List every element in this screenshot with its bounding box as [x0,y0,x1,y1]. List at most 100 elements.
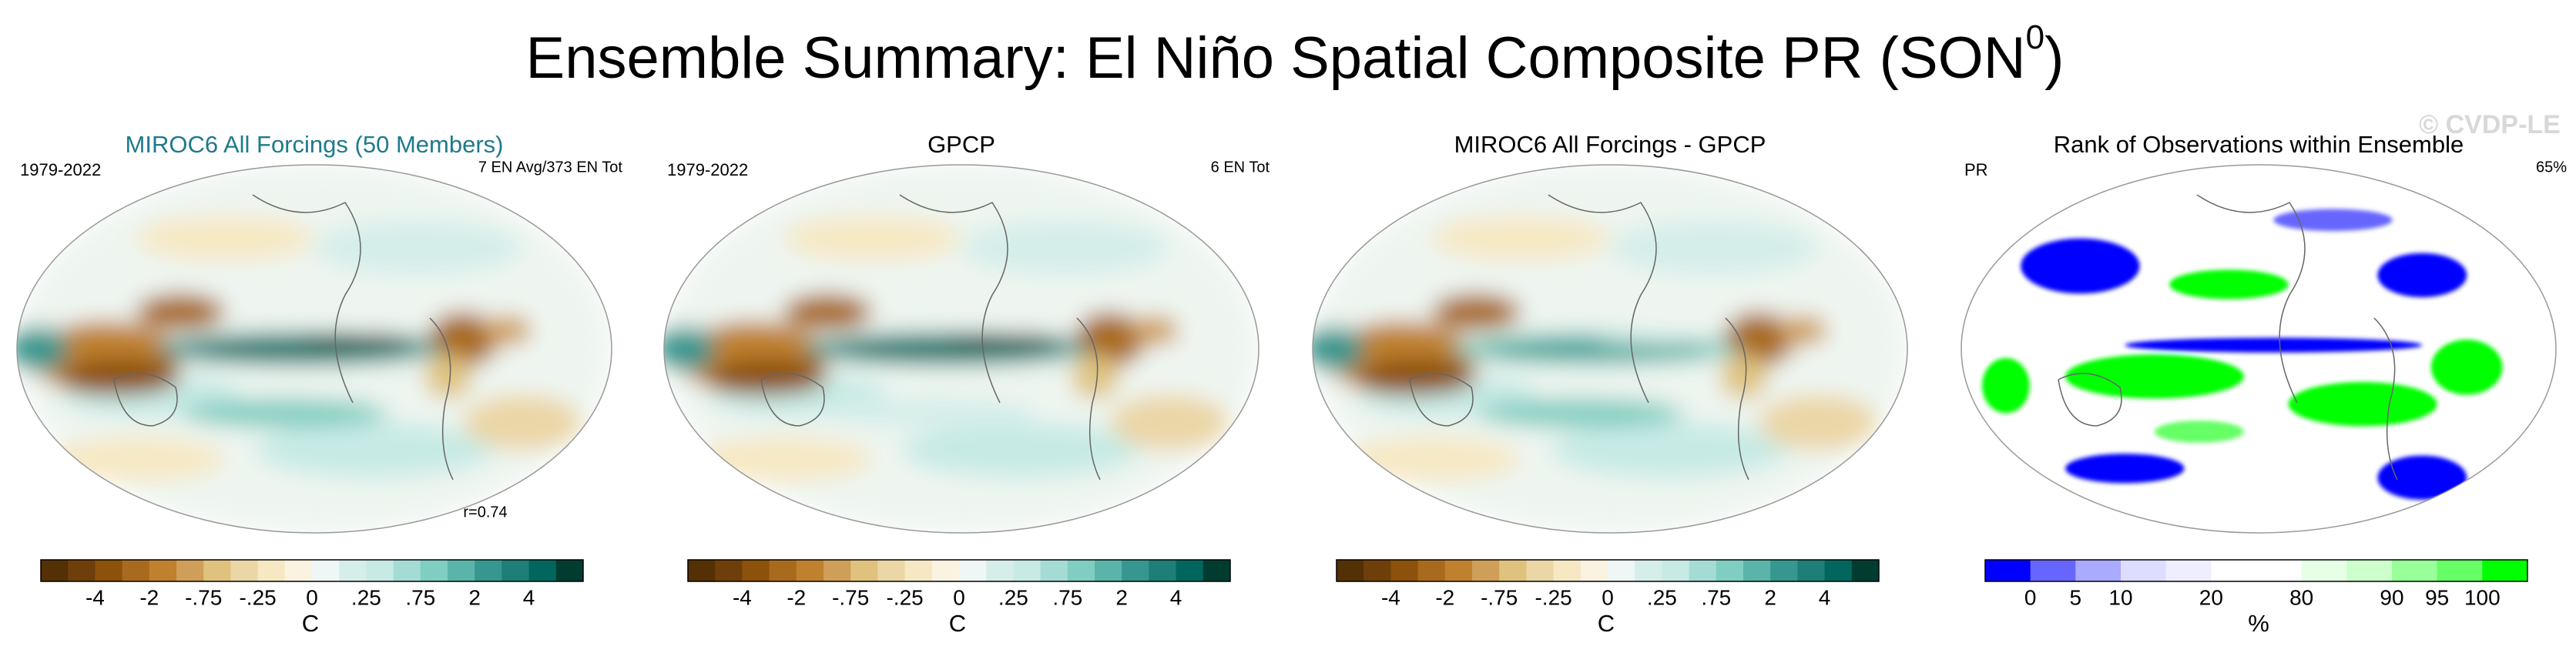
colorbar-tick-label: 20 [2199,585,2223,609]
coastline [1409,194,1749,481]
colorbar-box [1526,560,1555,581]
colorbar-box [230,560,259,581]
precip-anomaly [1722,312,1795,367]
colorbar-tick-label: -.25 [886,585,923,609]
colorbar-tick-label: -.75 [185,585,222,609]
precip-anomaly [254,422,493,478]
colorbar-box [823,560,851,581]
precip-anomaly [664,326,715,371]
precip-anomaly [961,219,1170,276]
colorbar-tick-label: -.75 [832,585,869,609]
colorbar-tick-label: 0 [953,585,965,609]
map-outline [663,164,1259,534]
colorbar-box [1202,560,1231,581]
rank-patch [2154,420,2244,443]
colorbar-box [203,560,231,581]
colorbar-box [2256,560,2303,581]
colorbar-tick-label: -4 [86,585,105,609]
colorbar-unit: % [2248,610,2269,637]
precip-field [1313,165,1907,533]
colorbar-frame [1336,559,1880,582]
colorbar-box [1149,560,1177,581]
rank-patch [2377,455,2467,500]
colorbar-box [1608,560,1635,581]
colorbar-box [986,560,1014,581]
colorbar-box [2482,560,2528,581]
colorbar-tick-label: -.25 [239,585,276,609]
precip-anomaly [484,315,532,346]
colorbar-box [1472,560,1500,581]
colorbar-tick-label: -2 [139,585,159,609]
colorbar-tick-label: 2 [468,585,481,609]
precip-anomaly [1313,326,1363,371]
colorbar-box [1824,560,1853,581]
colorbar-box [2301,560,2347,581]
map [664,165,1259,533]
colorbar-box [850,560,878,581]
precip-anomaly [424,354,472,399]
colorbar-box [1797,560,1826,581]
left-label: PR [1964,160,1988,179]
colorbar-box [1689,560,1717,581]
colorbar-tick-label: -2 [1435,585,1454,609]
colorbar-tick-label: 0 [1602,585,1614,609]
precip-anomaly [136,293,226,331]
precip-anomaly [1759,394,1878,450]
rank-patch [2430,340,2503,395]
precip-anomaly [1110,394,1229,450]
map-outline [16,164,612,534]
colorbar-tick-label: 95 [2425,585,2449,609]
colorbar-box [1662,560,1690,581]
colorbar-tick-label: .25 [351,585,381,609]
colorbar-box [742,560,770,581]
colorbar-tick-label: .25 [1647,585,1677,609]
colorbar-tick-label: 2 [1764,585,1776,609]
colorbar-tick-label: .25 [998,585,1028,609]
panel-title: MIROC6 All Forcings - GPCP [1454,131,1766,158]
colorbar-unit: C [1598,610,1615,637]
colorbar-box [95,560,123,581]
colorbar-tick-label: -4 [733,585,752,609]
colorbar-box [1985,560,2031,581]
rank-patch [2065,454,2185,484]
colorbar-box [420,560,448,581]
colorbar-box [1444,560,1473,581]
rank-patches [1982,209,2503,500]
colorbar-box [149,560,177,581]
coastline [760,194,1101,481]
colorbar-box [312,560,340,581]
precip-anomaly [180,398,389,428]
colorbar-box [769,560,797,581]
precip-anomaly [314,219,523,276]
precip-anomaly [136,216,314,261]
colorbar-tick-label: 100 [2464,585,2501,609]
left-label: 1979-2022 [20,160,101,179]
title-main: Ensemble Summary: El Niño Spatial Compos… [526,25,2026,91]
coastline [2058,194,2398,481]
right-label: 7 EN Avg/373 EN Tot [478,159,623,176]
precip-anomaly [1431,216,1610,261]
colorbar-box [68,560,96,581]
colorbar-box [257,560,286,581]
colorbar-box [1635,560,1662,581]
precip-field [17,165,612,533]
panel: Rank of Observations within Ensemble PR 65… [1961,131,2567,637]
colorbar-box [715,560,743,581]
right-label: 65% [2536,159,2567,176]
precip-anomaly [693,437,873,482]
panel-title: MIROC6 All Forcings (50 Members) [126,131,504,158]
colorbar-tick-label: 90 [2380,585,2403,609]
colorbar-tick-label: 80 [2289,585,2313,609]
colorbar-box [2211,560,2257,581]
colorbar-frame [1984,559,2528,582]
colorbar-box [959,560,987,581]
precip-anomaly [1779,315,1827,346]
colorbar-box [2437,560,2483,581]
colorbar-tick-label: -.75 [1481,585,1518,609]
precip-anomaly [1131,315,1179,346]
colorbar-box [284,560,313,581]
colorbar-box [501,560,530,581]
colorbar-box [41,560,69,581]
rank-patch [2273,209,2393,232]
